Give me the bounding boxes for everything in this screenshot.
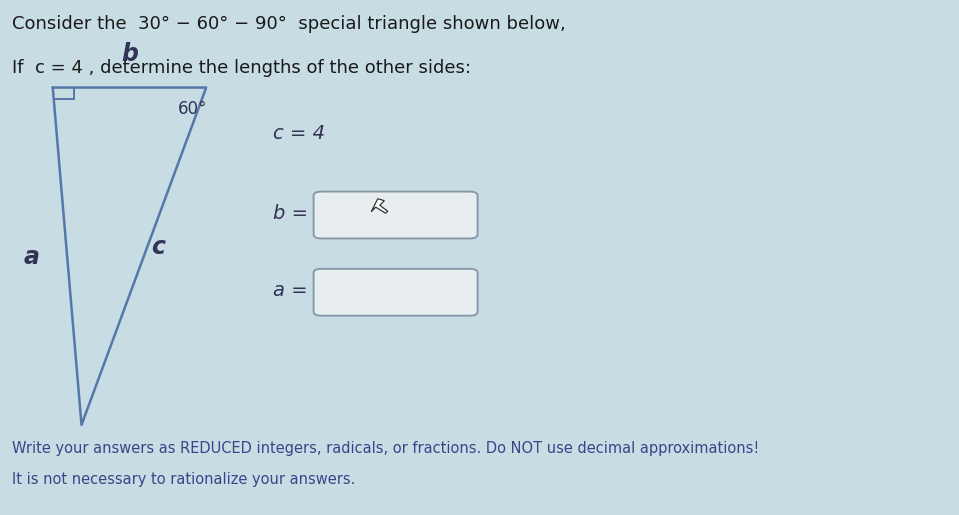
Text: a: a [24, 246, 39, 269]
FancyBboxPatch shape [314, 192, 478, 238]
Text: c: c [152, 235, 165, 259]
Text: It is not necessary to rationalize your answers.: It is not necessary to rationalize your … [12, 472, 355, 487]
Text: b =: b = [273, 204, 308, 223]
Text: b: b [121, 42, 138, 66]
FancyBboxPatch shape [314, 269, 478, 316]
Text: Consider the  30° − 60° − 90°  special triangle shown below,: Consider the 30° − 60° − 90° special tri… [12, 15, 565, 33]
Text: a =: a = [273, 282, 308, 300]
Text: If  c = 4 , determine the lengths of the other sides:: If c = 4 , determine the lengths of the … [12, 59, 471, 77]
Text: c = 4: c = 4 [273, 125, 325, 143]
Polygon shape [371, 199, 387, 213]
Text: Write your answers as REDUCED integers, radicals, or fractions. Do NOT use decim: Write your answers as REDUCED integers, … [12, 441, 759, 456]
Text: 60°: 60° [177, 100, 207, 118]
